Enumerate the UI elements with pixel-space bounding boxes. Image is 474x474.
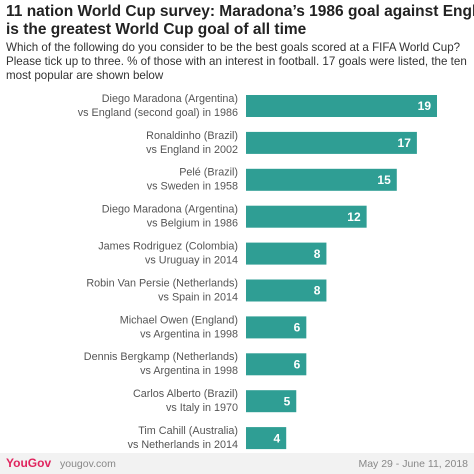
bar [246, 279, 327, 302]
category-label: Robin Van Persie (Netherlands) [86, 277, 238, 289]
category-label: vs Sweden in 1958 [147, 181, 238, 193]
category-label: Pelé (Brazil) [179, 167, 238, 179]
category-label: vs Belgium in 1986 [147, 218, 238, 230]
value-label: 17 [398, 136, 412, 150]
category-label: Tim Cahill (Australia) [138, 425, 238, 437]
category-label: vs Italy in 1970 [166, 402, 238, 414]
value-label: 12 [347, 210, 361, 224]
bar [246, 131, 417, 154]
value-label: 19 [418, 99, 432, 113]
bar [246, 95, 437, 117]
category-label: vs England in 2002 [146, 144, 238, 156]
bar [246, 168, 397, 191]
category-label: vs Argentina in 1998 [140, 328, 238, 340]
chart-title: is the greatest World Cup goal of all ti… [6, 21, 307, 38]
subtitle: Please tick up to three. % of those with… [6, 55, 467, 68]
category-label: Dennis Bergkamp (Netherlands) [84, 351, 238, 363]
category-label: Ronaldinho (Brazil) [146, 130, 238, 142]
value-label: 8 [314, 247, 321, 261]
category-label: James Rodriguez (Colombia) [98, 240, 238, 252]
footer-band [0, 453, 474, 474]
category-label: vs Argentina in 1998 [140, 365, 238, 377]
value-label: 4 [274, 431, 281, 445]
category-label: Carlos Alberto (Brazil) [133, 388, 238, 400]
value-label: 6 [294, 321, 301, 335]
site: yougov.com [60, 458, 116, 470]
date: May 29 - June 11, 2018 [358, 458, 468, 470]
chart-title: 11 nation World Cup survey: Maradona’s 1… [6, 3, 474, 20]
value-label: 5 [284, 394, 291, 408]
value-label: 6 [294, 357, 301, 371]
bar [246, 242, 327, 265]
bar [246, 390, 297, 413]
value-label: 15 [377, 173, 391, 187]
category-label: Michael Owen (England) [120, 314, 238, 326]
logo: YouGov [6, 456, 51, 470]
category-label: vs Netherlands in 2014 [128, 439, 238, 451]
subtitle: Which of the following do you consider t… [6, 41, 461, 54]
bar [246, 316, 307, 339]
category-label: Diego Maradona (Argentina) [102, 93, 238, 105]
category-label: vs Uruguay in 2014 [145, 254, 238, 266]
value-label: 8 [314, 284, 321, 298]
bar [246, 353, 307, 376]
category-label: vs Spain in 2014 [158, 291, 238, 303]
bar [246, 205, 367, 228]
category-label: Diego Maradona (Argentina) [102, 204, 238, 216]
bar [246, 427, 287, 450]
category-label: vs England (second goal) in 1986 [78, 107, 238, 119]
subtitle: most popular are shown below [6, 69, 164, 82]
